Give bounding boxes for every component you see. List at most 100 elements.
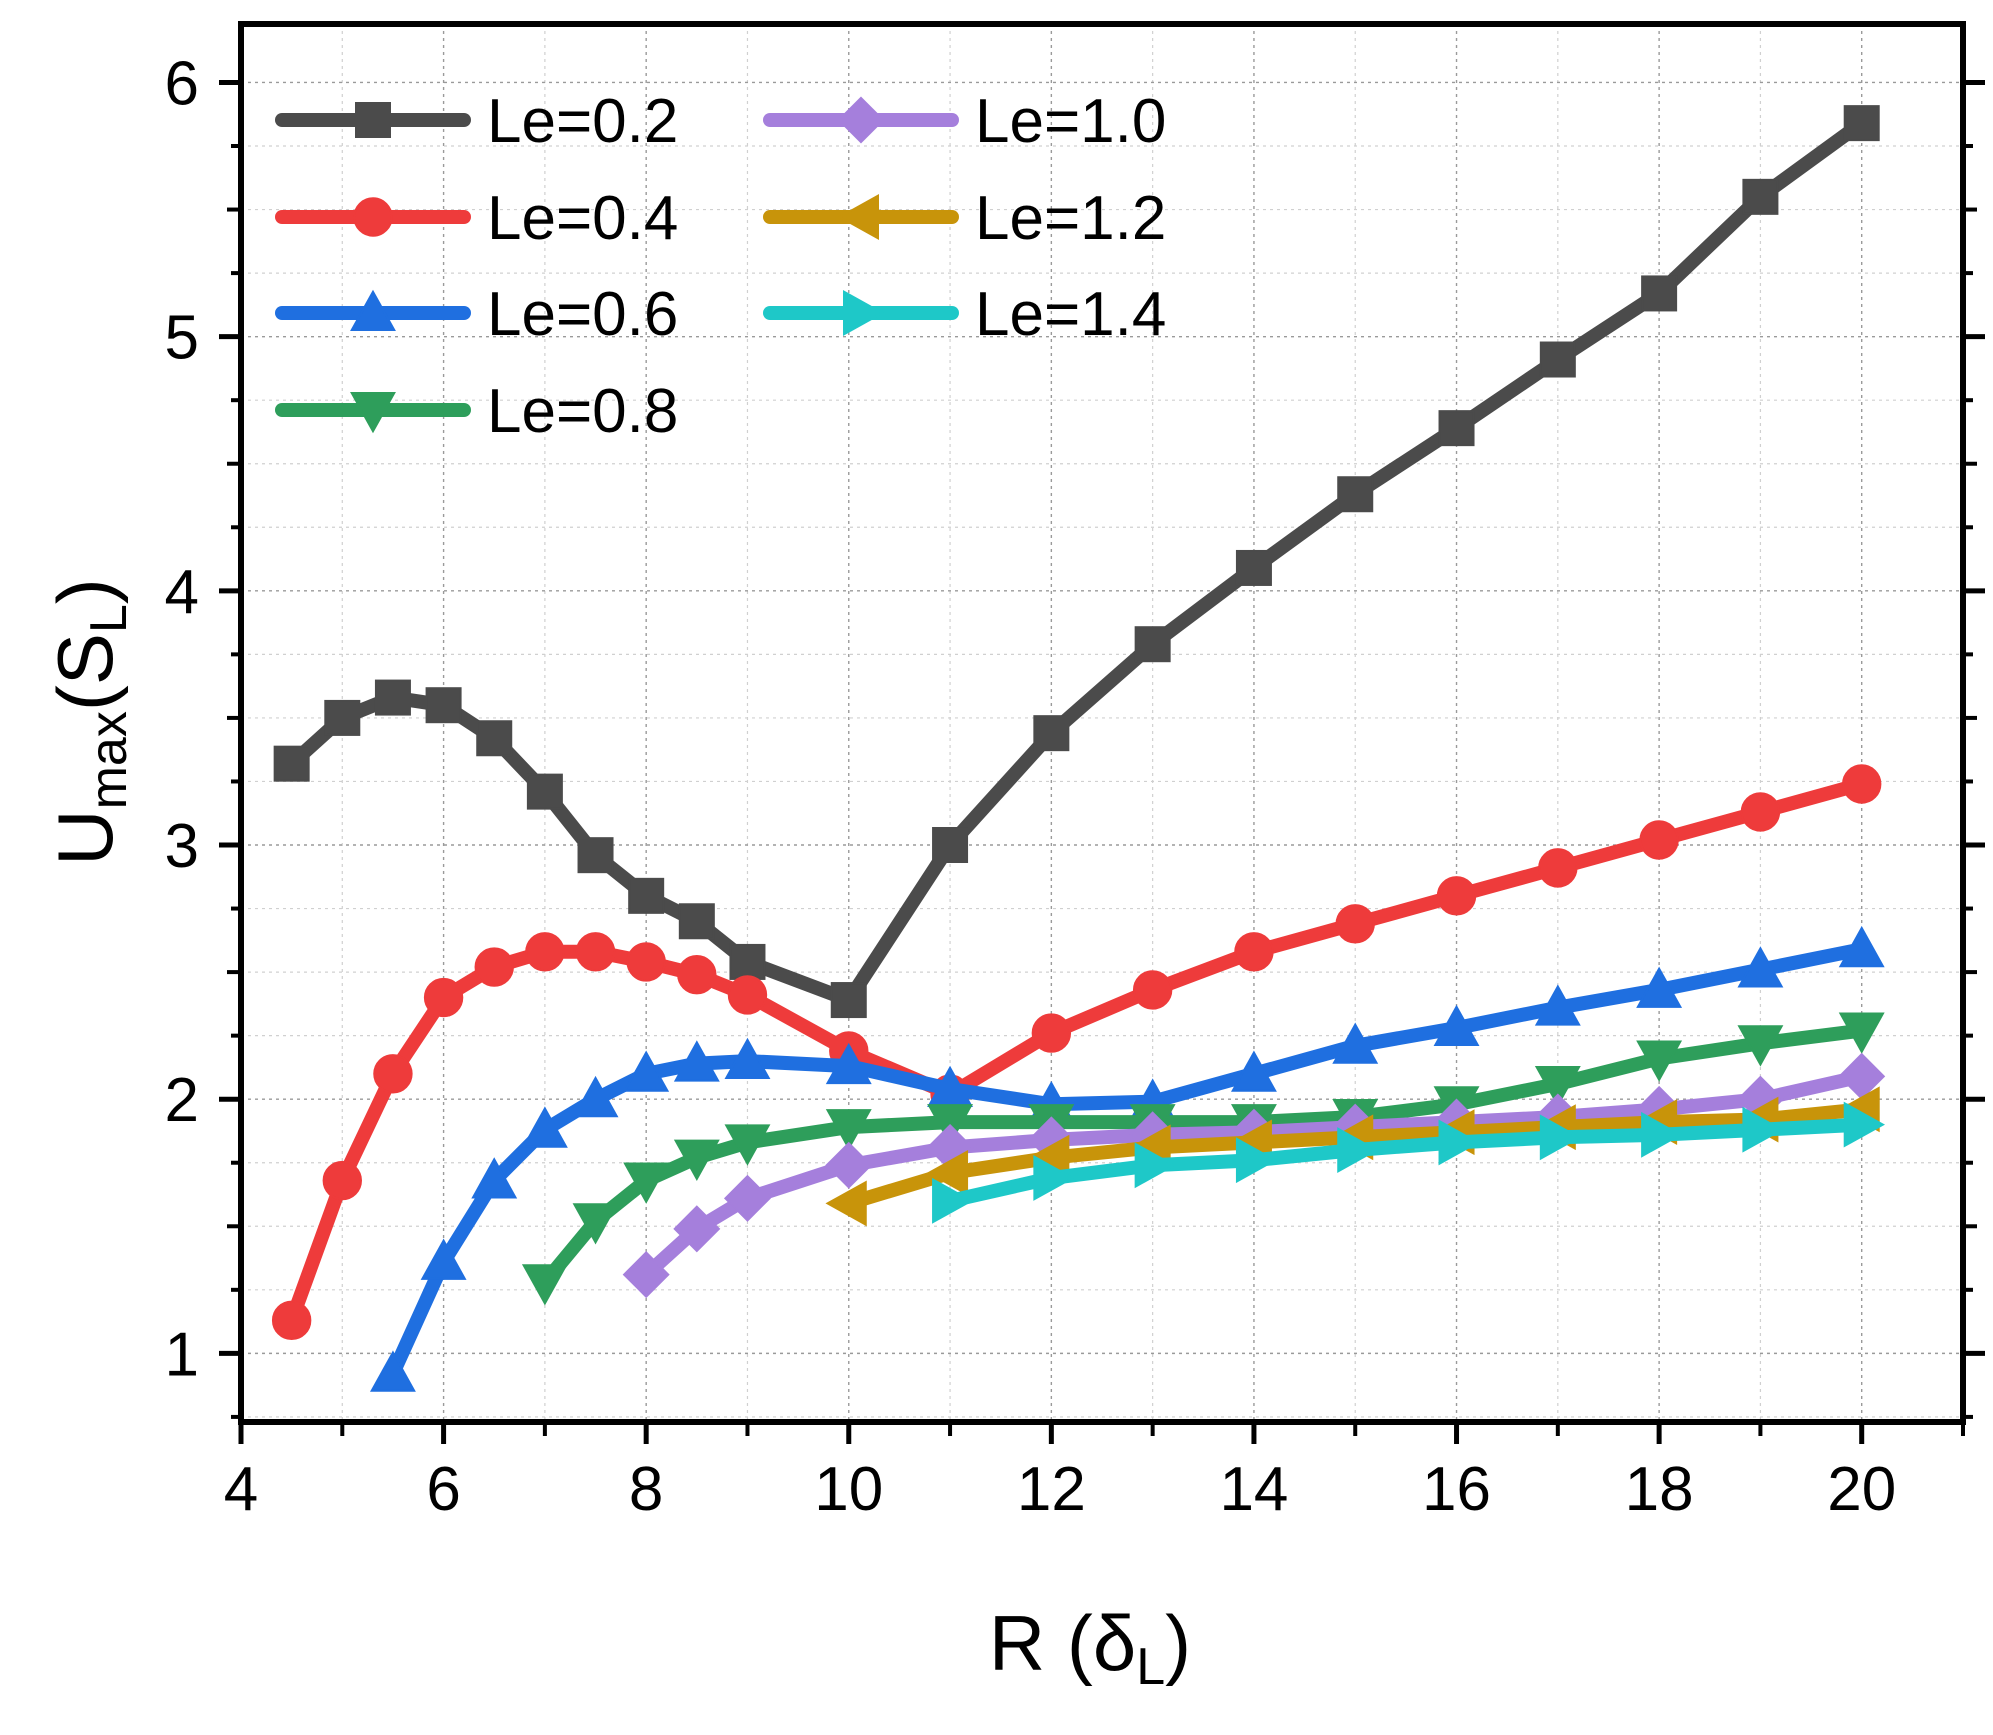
data-point [525,932,565,972]
data-point [521,1106,568,1148]
y-tick-label: 1 [165,1320,199,1389]
legend-label: Le=0.4 [487,184,678,253]
data-point [673,1205,721,1253]
data-point [1230,1050,1277,1092]
y-tick-label: 5 [165,304,199,373]
data-point [1438,1119,1480,1166]
legend-item-le-1-2: Le=1.2 [763,184,1166,253]
data-point [1234,932,1274,972]
data-point [1636,966,1683,1008]
data-point [1539,1114,1582,1161]
legend-label: Le=0.2 [487,87,678,156]
data-point [1737,1025,1784,1067]
x-tick-label: 12 [1017,1455,1086,1524]
series-line-le-0-8 [537,1023,1869,1290]
data-point [526,773,563,810]
data-point [420,1238,467,1280]
data-point [926,1149,969,1196]
y-axis-title-close: ) [41,578,129,604]
data-point [1033,715,1070,752]
data-point [1742,1106,1784,1153]
legend-label: Le=0.8 [487,377,678,446]
data-point [1132,970,1173,1010]
legend-item-le-1-4: Le=1.4 [763,280,1166,349]
data-point [273,745,310,782]
data-point [1436,876,1477,916]
data-point [825,1180,867,1227]
y-tick-label: 4 [165,558,199,627]
data-point [628,877,665,914]
legend-item-le-1-0: Le=1.0 [763,87,1166,156]
series-line-le-0-4 [284,777,1869,1328]
data-point [575,932,616,972]
x-axis-title-sub: L [1136,1638,1165,1696]
x-tick-label: 14 [1219,1455,1288,1524]
data-point [1842,764,1882,804]
legend-marker [353,197,393,237]
data-point [825,1141,873,1189]
data-point [1134,1142,1176,1189]
data-point [271,1300,312,1341]
legend-marker [350,392,396,434]
series-le-0-2 [273,105,1880,1019]
data-point [1838,925,1885,968]
plot-frame [238,21,1966,1425]
data-point [1438,410,1475,447]
data-point [1538,848,1578,888]
series-line-le-1-4 [943,1117,1869,1208]
y-axis-title-main: U [41,809,129,865]
x-tick-label: 20 [1827,1455,1896,1524]
data-point [727,975,768,1015]
x-axis-title-main: R (δ [989,1599,1136,1687]
data-point [577,837,614,874]
data-point [1838,1012,1885,1054]
y-axis-title-sub2: L [80,604,138,633]
data-point [1033,1155,1075,1201]
data-point [474,947,514,987]
data-point [1539,341,1576,378]
series-layer [271,105,1886,1392]
legend: Le=0.2 Le=0.4 Le=0.6 Le=0.8 Le=1.0 Le=1.2 Le=1… [275,87,1166,446]
data-point [1134,626,1171,663]
legend-item-le-0-2: Le=0.2 [275,87,678,156]
data-point [932,1177,974,1224]
data-point [626,942,666,982]
x-tick-label: 8 [629,1455,663,1524]
legend-item-le-0-8: Le=0.8 [275,377,678,446]
data-point [572,1075,619,1118]
y-axis-title-sub1: max [80,711,138,809]
legend-marker [350,289,396,331]
series-le-1-4 [932,1101,1886,1224]
legend-item-le-0-4: Le=0.4 [275,184,678,253]
axis-ticks [219,79,1985,1444]
data-point [673,1040,720,1082]
x-tick-label: 6 [426,1455,460,1524]
data-point [1235,1137,1278,1184]
data-point [1636,1040,1683,1082]
x-axis-title: R (δL) [989,1599,1191,1696]
data-point [1843,1101,1886,1148]
data-point [825,1109,872,1151]
x-axis-title-close: ) [1165,1599,1191,1687]
data-point [1641,275,1678,312]
data-point [324,699,361,736]
data-point [1031,1013,1072,1053]
data-point [825,1042,872,1085]
legend-label: Le=0.6 [487,280,678,349]
legend-marker [355,102,391,138]
data-point [622,1251,670,1299]
series-le-0-6 [369,925,1885,1392]
data-point [623,1162,670,1204]
x-tick-label: 16 [1422,1455,1491,1524]
data-point [1639,820,1679,860]
data-point [425,687,462,724]
data-point [423,977,464,1018]
data-point [1641,1111,1683,1158]
data-point [673,1139,720,1181]
data-point [476,720,513,757]
legend-marker [837,96,885,144]
y-axis-title-mid: (S [41,633,129,711]
data-point [677,954,717,995]
